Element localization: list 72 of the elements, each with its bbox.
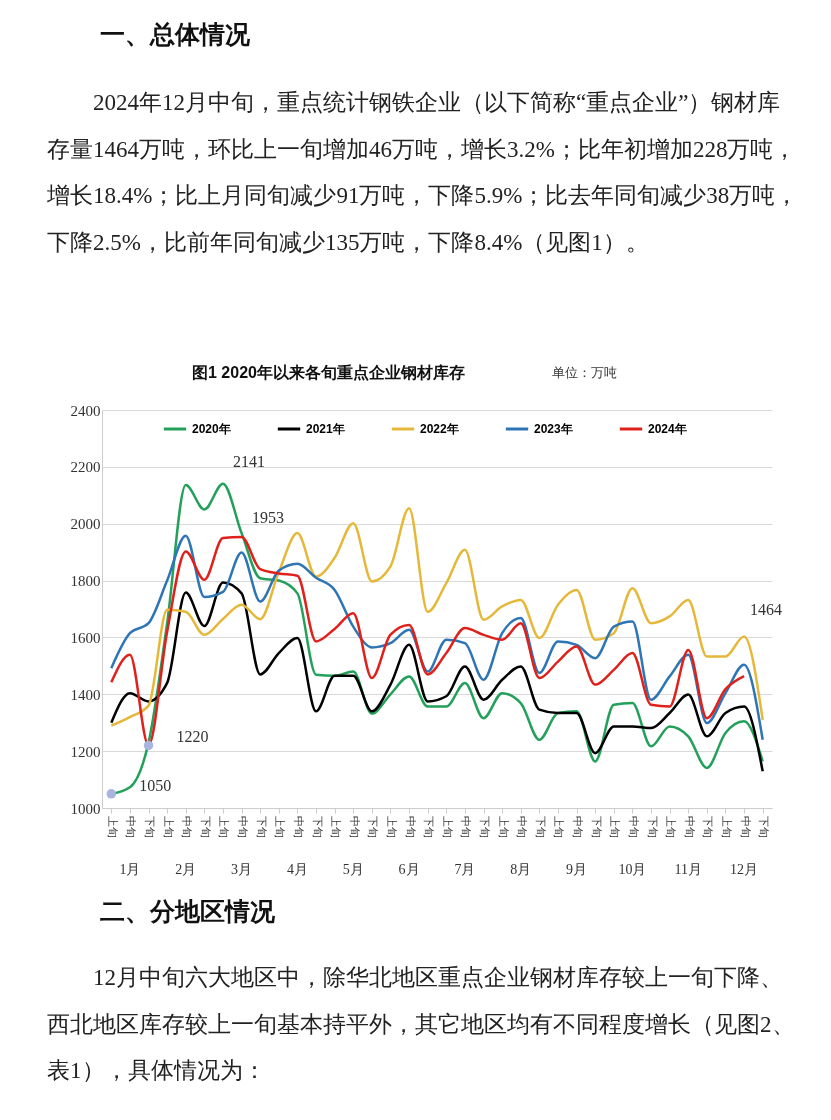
x-tick-label: 中旬 bbox=[572, 815, 585, 838]
y-tick-label: 1200 bbox=[70, 743, 101, 760]
x-tick-label: 中旬 bbox=[739, 815, 752, 838]
legend-label: 2021年 bbox=[306, 422, 345, 436]
text: 二、分地区情况 bbox=[100, 896, 275, 927]
x-tick-label: 上旬 bbox=[106, 815, 119, 838]
x-tick-label: 中旬 bbox=[627, 815, 640, 838]
annotation: 1220 bbox=[176, 728, 209, 746]
x-tick-label: 下旬 bbox=[590, 815, 603, 838]
annotation: 1953 bbox=[252, 509, 284, 526]
x-tick-label: 中旬 bbox=[683, 815, 696, 838]
x-tick-label: 中旬 bbox=[516, 815, 529, 838]
text: 2月 bbox=[175, 862, 197, 877]
x-tick-label: 上旬 bbox=[720, 815, 733, 838]
x-tick-label: 上旬 bbox=[441, 815, 454, 838]
x-tick-label: 中旬 bbox=[404, 815, 417, 838]
x-tick-label: 中旬 bbox=[125, 815, 138, 838]
x-tick-label: 下旬 bbox=[367, 815, 380, 838]
x-tick-label: 下旬 bbox=[423, 815, 436, 838]
x-tick-label: 上旬 bbox=[162, 815, 175, 838]
chart-title: 图1 2020年以来各旬重点企业钢材库存 bbox=[192, 364, 465, 382]
x-tick-label: 下旬 bbox=[758, 815, 771, 838]
legend-label: 2022年 bbox=[420, 422, 459, 436]
x-tick-label: 中旬 bbox=[237, 815, 250, 838]
text: 12月 bbox=[730, 862, 759, 877]
text: 9月 bbox=[566, 862, 588, 877]
x-tick-label: 中旬 bbox=[348, 815, 361, 838]
x-tick-label: 中旬 bbox=[181, 815, 194, 838]
legend-label: 2020年 bbox=[192, 422, 231, 436]
y-tick-label: 1000 bbox=[70, 800, 101, 817]
text: 6月 bbox=[398, 862, 420, 877]
text: 3月 bbox=[231, 862, 253, 877]
text: 10月 bbox=[618, 862, 647, 877]
text: 1月 bbox=[119, 862, 141, 877]
x-tick-label: 下旬 bbox=[255, 815, 268, 838]
x-tick-label: 中旬 bbox=[292, 815, 305, 838]
legend-label: 2023年 bbox=[534, 422, 573, 436]
y-tick-label: 2400 bbox=[70, 402, 101, 419]
x-tick-label: 上旬 bbox=[553, 815, 566, 838]
x-tick-label: 上旬 bbox=[609, 815, 622, 838]
x-tick-label: 下旬 bbox=[534, 815, 547, 838]
text: 2024年12月中旬，重点统计钢铁企业（以下简称“重点企业”）钢材库存量1464万吨，环比上一旬增加46万吨，增长3.2%；比年初增加228万吨，增长18.4%；比上月同旬减少91万吨，下降5.9%；比去年同旬减少38万吨，下降2.5%，比前年同旬减少135万吨，下降8.4%（见图1）。 bbox=[47, 89, 800, 257]
x-tick-label: 上旬 bbox=[385, 815, 398, 838]
text: 4月 bbox=[286, 862, 308, 877]
x-tick-label: 中旬 bbox=[460, 815, 473, 838]
x-tick-label: 上旬 bbox=[497, 815, 510, 838]
x-tick-label: 下旬 bbox=[702, 815, 715, 838]
x-tick-label: 上旬 bbox=[665, 815, 678, 838]
x-tick-label: 下旬 bbox=[199, 815, 212, 838]
x-tick-label: 下旬 bbox=[646, 815, 659, 838]
text: 一、总体情况 bbox=[100, 19, 250, 50]
x-tick-label: 下旬 bbox=[311, 815, 324, 838]
y-tick-label: 1600 bbox=[70, 629, 101, 646]
x-tick-label: 下旬 bbox=[479, 815, 492, 838]
annotation: 1464 bbox=[750, 601, 782, 618]
annotation: 2141 bbox=[233, 453, 265, 470]
x-tick-label: 上旬 bbox=[218, 815, 231, 838]
x-tick-label: 上旬 bbox=[274, 815, 287, 838]
text: 5月 bbox=[342, 862, 364, 877]
y-tick-label: 1400 bbox=[70, 686, 101, 703]
y-tick-label: 2000 bbox=[70, 516, 101, 533]
legend-label: 2024年 bbox=[648, 422, 687, 436]
x-tick-label: 上旬 bbox=[330, 815, 343, 838]
text: 12月中旬六大地区中，除华北地区重点企业钢材库存较上一旬下降、西北地区库存较上一旬基本持平外，其它地区均有不同程度增长（见图2、表1），具体情况为： bbox=[47, 964, 796, 1085]
text: 8月 bbox=[510, 862, 532, 877]
chart-subtitle: 单位：万吨 bbox=[552, 365, 617, 380]
annotation: 1050 bbox=[139, 776, 172, 794]
x-tick-label: 下旬 bbox=[144, 815, 157, 838]
text: 11月 bbox=[674, 862, 702, 877]
text: 7月 bbox=[454, 862, 476, 877]
y-tick-label: 1800 bbox=[70, 573, 101, 590]
y-tick-label: 2200 bbox=[70, 459, 101, 476]
